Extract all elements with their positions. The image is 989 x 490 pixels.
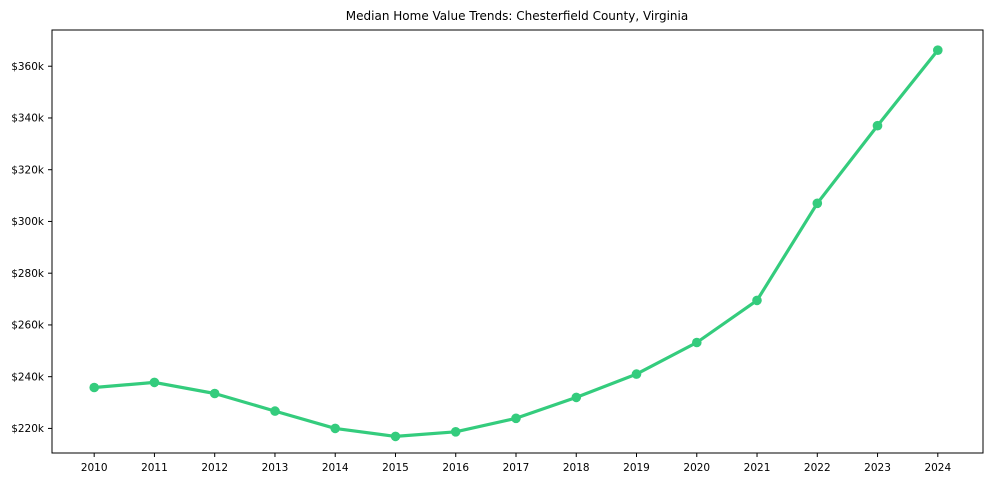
axes-box: [51, 29, 984, 454]
y-tick-label: $300k: [11, 216, 45, 228]
x-tick-label: 2014: [322, 462, 349, 474]
x-tick-label: 2015: [382, 462, 409, 474]
y-tick-label: $360k: [11, 61, 45, 73]
x-tick-label: 2019: [623, 462, 650, 474]
data-point-marker: [450, 427, 461, 437]
x-tick-label: 2020: [683, 462, 710, 474]
data-point-marker: [872, 120, 883, 131]
y-tick-label: $320k: [11, 164, 45, 176]
data-point-marker: [330, 423, 341, 434]
y-tick-label: $260k: [11, 320, 45, 332]
y-tick-label: $240k: [11, 371, 45, 383]
data-point-marker: [752, 295, 762, 306]
data-point-marker: [511, 413, 521, 424]
x-tick-label: 2018: [563, 462, 590, 474]
chart-title: Median Home Value Trends: Chesterfield C…: [346, 9, 688, 23]
data-point-marker: [209, 388, 220, 399]
y-tick-label: $280k: [11, 268, 45, 280]
data-point-marker: [149, 377, 160, 388]
x-tick-label: 2024: [924, 462, 951, 474]
x-tick-label: 2013: [262, 462, 289, 474]
x-tick-label: 2017: [503, 462, 530, 474]
data-point-marker: [270, 406, 280, 416]
data-point-marker: [631, 369, 642, 379]
x-tick-label: 2016: [442, 462, 469, 474]
x-tick-label: 2023: [864, 462, 891, 474]
data-point-marker: [571, 392, 582, 403]
data-point-marker: [933, 45, 943, 55]
x-tick-label: 2012: [201, 462, 228, 474]
x-tick-label: 2021: [744, 462, 771, 474]
data-point-marker: [692, 337, 702, 348]
data-point-marker: [390, 431, 401, 442]
y-tick-label: $220k: [11, 423, 45, 435]
y-tick-label: $340k: [11, 113, 45, 125]
x-tick-label: 2010: [81, 462, 108, 474]
x-tick-label: 2022: [804, 462, 831, 474]
plot-area: $220k $240k $260k $280k $300k $320k $340k $360k…: [11, 29, 984, 474]
x-tick-label: 2011: [141, 462, 168, 474]
data-point-marker: [89, 382, 99, 393]
data-point-marker: [812, 198, 823, 209]
